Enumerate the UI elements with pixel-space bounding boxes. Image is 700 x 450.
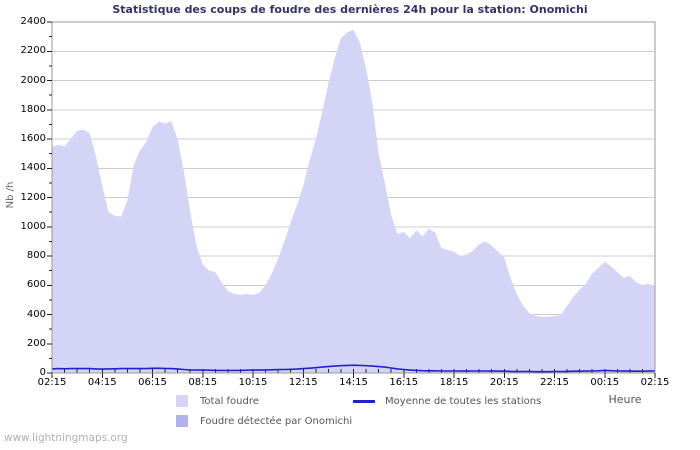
x-tick-label: 02:15 [640, 377, 670, 388]
x-tick-label: 08:15 [188, 377, 218, 388]
watermark-link[interactable]: www.lightningmaps.org [4, 432, 128, 444]
y-tick-label: 1200 [20, 191, 46, 203]
legend-swatch-mean-line [353, 400, 375, 403]
y-tick-label: 2200 [20, 45, 46, 57]
y-tick-label: 800 [26, 250, 46, 261]
legend-swatch-onomichi [176, 415, 188, 427]
y-axis-label: Nb /h [5, 181, 16, 209]
x-axis-label: Heure [608, 393, 642, 406]
x-tick-label: 14:15 [339, 377, 368, 388]
x-tick-label: 12:15 [288, 377, 318, 388]
x-tick-label: 10:15 [238, 377, 268, 388]
x-tick-label: 04:15 [87, 377, 117, 388]
legend-swatch-total-foudre [176, 395, 188, 407]
chart-title: Statistique des coups de foudre des dern… [112, 3, 588, 16]
y-tick-label: 1600 [20, 133, 46, 144]
y-tick-label: 0 [39, 367, 46, 378]
y-tick-label: 1800 [20, 103, 46, 115]
y-tick-label: 2400 [20, 16, 46, 27]
y-tick-label: 600 [26, 279, 46, 291]
x-tick-label: 00:15 [590, 377, 620, 388]
x-tick-label: 16:15 [389, 377, 419, 388]
x-tick-label: 22:15 [540, 377, 569, 388]
x-tick-label: 06:15 [138, 377, 167, 388]
y-tick-label: 1400 [20, 162, 46, 174]
x-tick-label: 18:15 [439, 377, 469, 388]
y-tick-label: 2000 [20, 74, 46, 86]
legend-label-total-foudre: Total foudre [200, 396, 259, 407]
legend-label-onomichi: Foudre détectée par Onomichi [200, 416, 353, 427]
legend-label-mean: Moyenne de toutes les stations [385, 396, 542, 407]
x-tick-label: 20:15 [489, 377, 519, 388]
y-tick-label: 200 [26, 337, 46, 349]
y-tick-label: 400 [26, 308, 46, 320]
y-tick-label: 1000 [20, 220, 46, 232]
x-tick-label: 02:15 [37, 377, 67, 388]
